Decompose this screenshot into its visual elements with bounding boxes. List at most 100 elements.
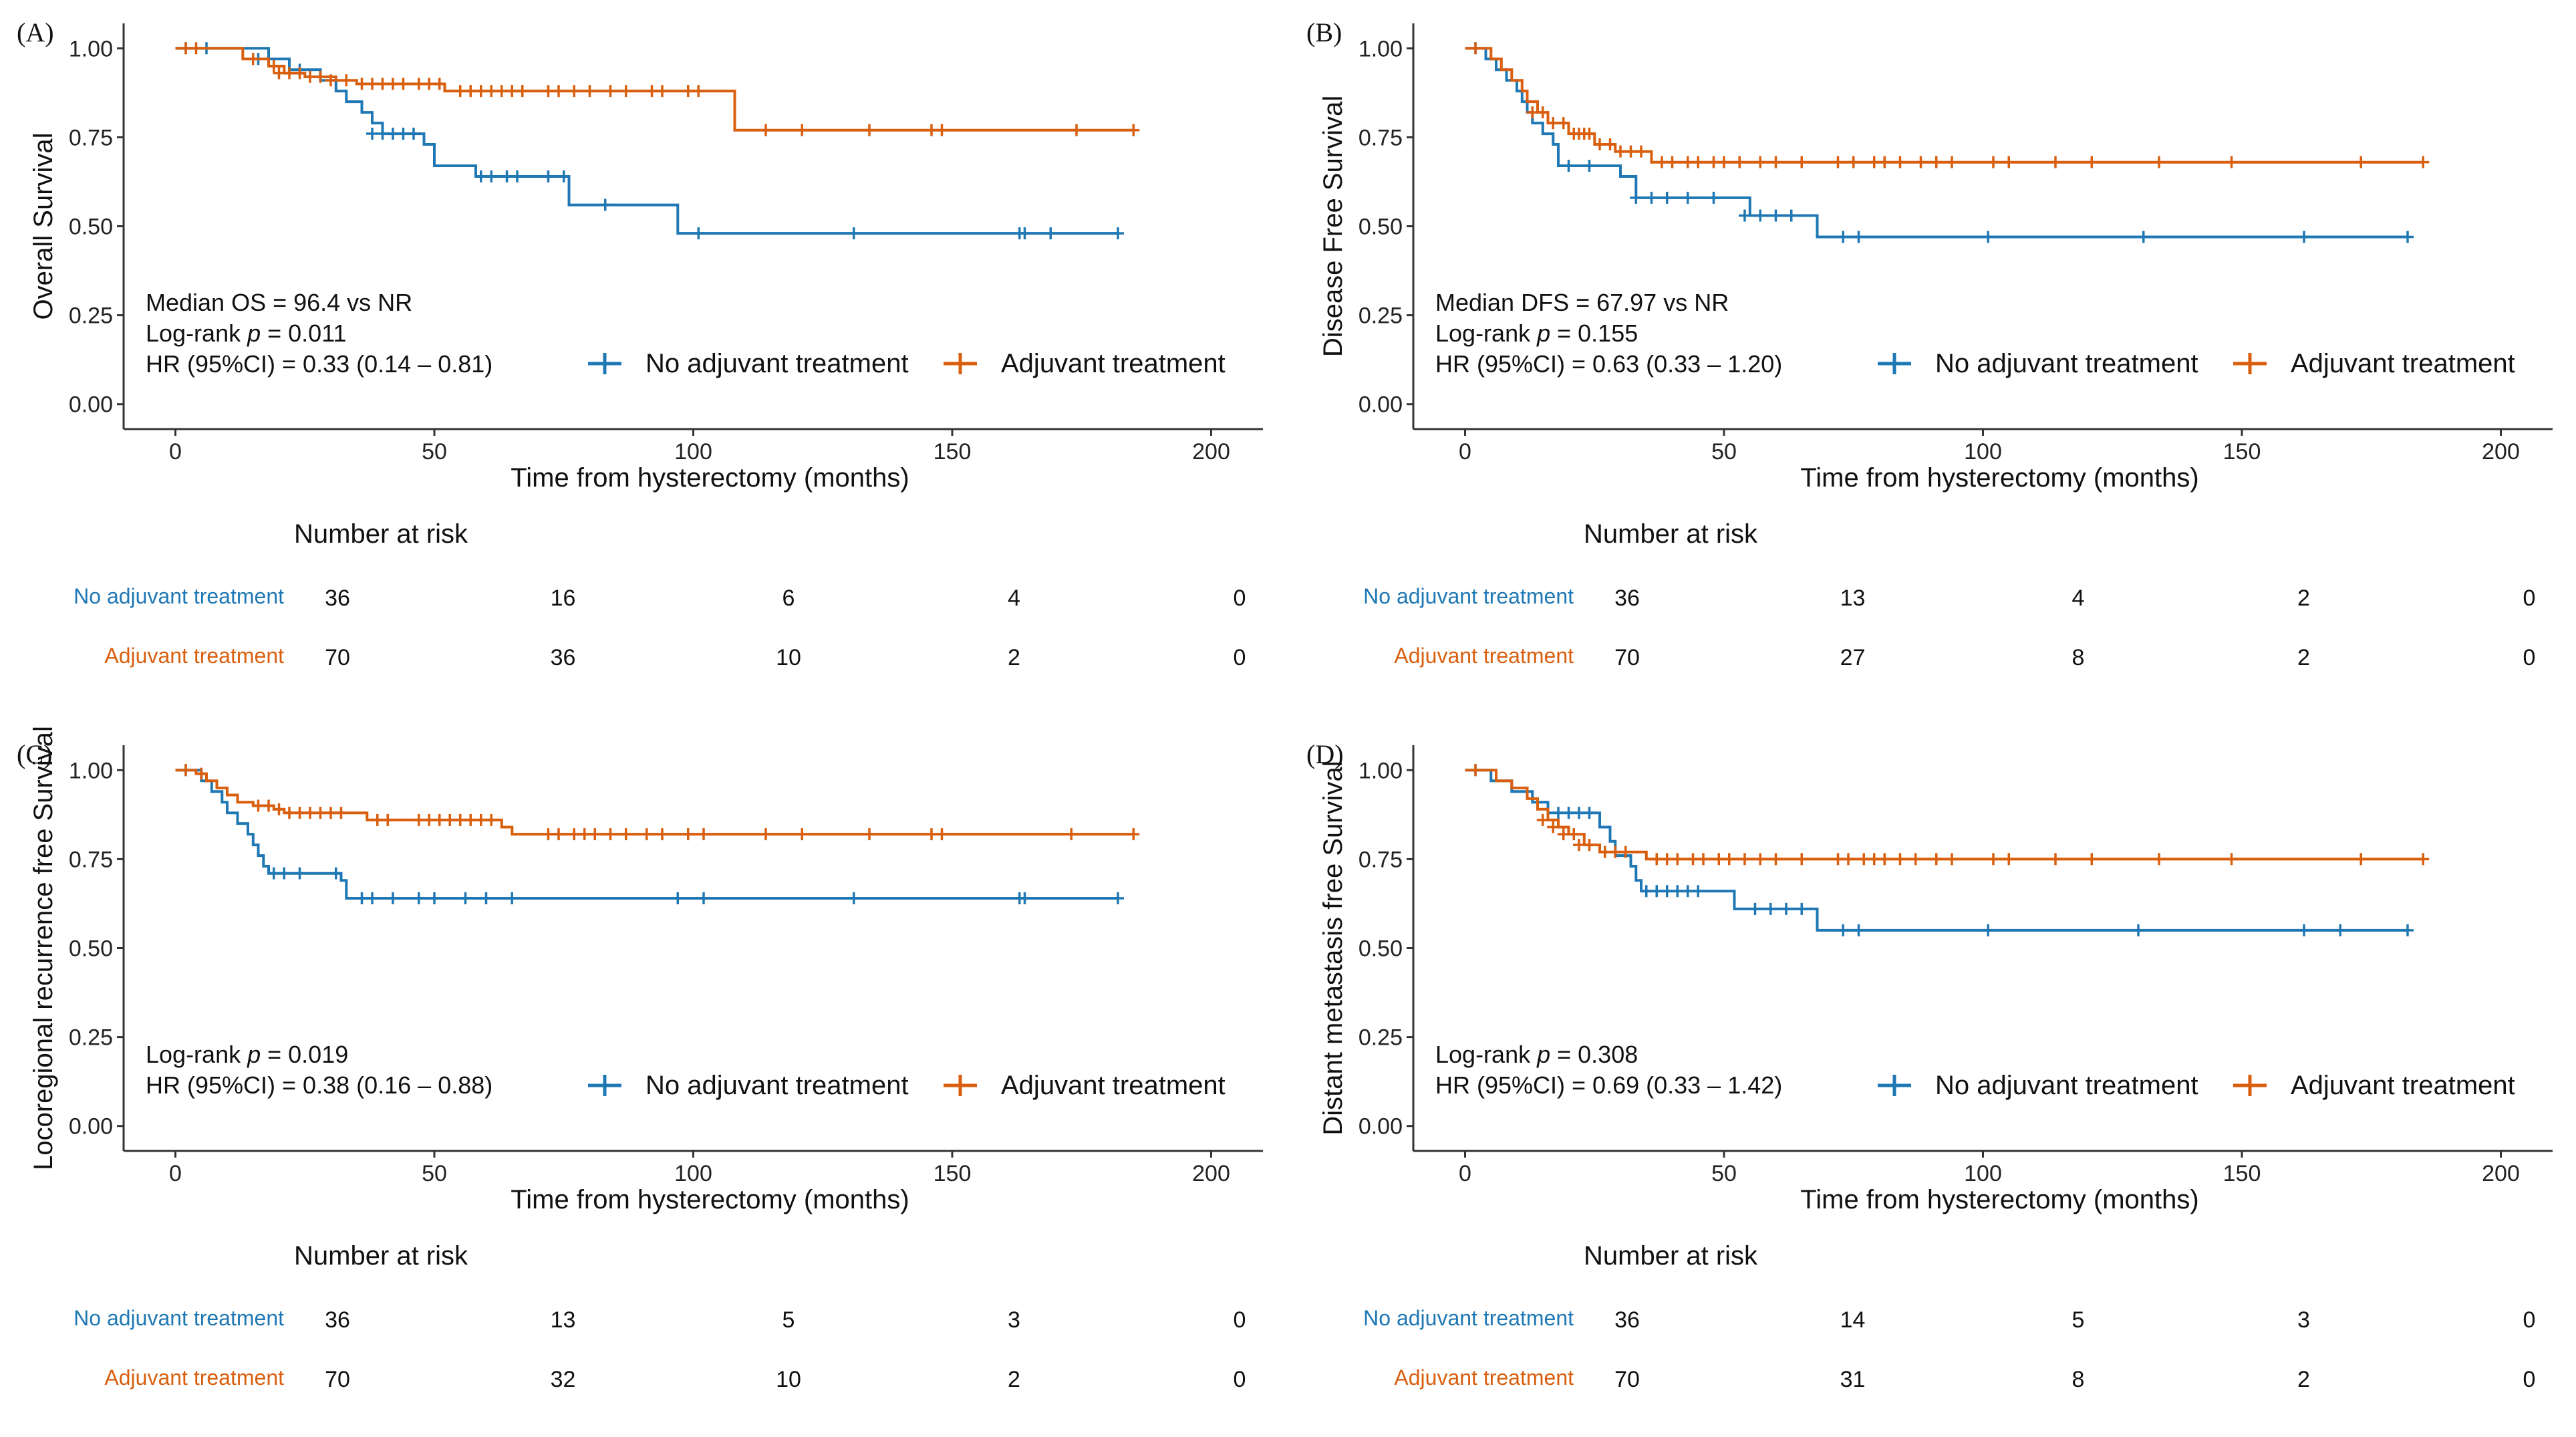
censor-mark xyxy=(423,78,436,90)
censor-mark xyxy=(1598,845,1611,858)
y-axis-label: Locoregional recurrence free Survival xyxy=(29,726,58,1170)
censor-mark xyxy=(485,170,498,182)
censor-mark xyxy=(1858,853,1870,866)
censor-mark xyxy=(646,85,658,98)
censor-mark xyxy=(1739,209,1751,222)
censor-mark xyxy=(692,227,705,240)
x-tick-label: 150 xyxy=(934,439,972,465)
censor-mark xyxy=(847,892,860,904)
censor-mark xyxy=(1878,853,1891,866)
censor-mark xyxy=(500,170,513,182)
censor-mark xyxy=(444,813,456,826)
x-tick-label: 200 xyxy=(2482,1161,2520,1186)
censor-mark xyxy=(495,85,508,98)
risk-table-title: Number at risk xyxy=(294,1241,468,1271)
censor-mark xyxy=(1681,885,1694,898)
risk-count: 8 xyxy=(2072,645,2085,670)
stats-annotation: Log-rank p = 0.155 xyxy=(1435,319,1638,347)
censor-mark xyxy=(1656,156,1668,168)
censor-mark xyxy=(1946,853,1958,866)
censor-mark xyxy=(304,70,316,83)
censor-mark xyxy=(1547,821,1560,833)
censor-mark xyxy=(1127,828,1140,841)
censor-mark xyxy=(847,227,860,240)
censor-mark xyxy=(542,828,555,841)
censor-mark xyxy=(2132,924,2144,936)
censor-mark xyxy=(371,813,384,826)
panel-d: (D) 0.00 0.25 0.50 0.75 1.00 0 50 100 150 200 Time … xyxy=(1290,722,2576,1433)
censor-mark xyxy=(936,124,948,136)
censor-mark xyxy=(1526,106,1539,119)
stats-annotation: HR (95%CI) = 0.63 (0.33 – 1.20) xyxy=(1435,350,1782,378)
censor-mark xyxy=(1661,191,1673,204)
legend-key-no-adjuvant xyxy=(588,353,621,374)
risk-count: 70 xyxy=(1614,1367,1640,1392)
censor-mark xyxy=(698,892,710,904)
risk-count: 0 xyxy=(2523,585,2536,611)
censor-mark xyxy=(1547,117,1560,130)
censor-mark xyxy=(1832,156,1844,168)
legend-key-adjuvant xyxy=(2233,1075,2267,1096)
panel-label: (C) xyxy=(17,739,52,769)
censor-mark xyxy=(376,78,389,90)
panel-c: (C) 0.00 0.25 0.50 0.75 1.00 0 50 100 150 200 Time … xyxy=(0,722,1286,1433)
censor-mark xyxy=(1894,156,1906,168)
censor-mark xyxy=(1619,845,1632,858)
x-tick-label: 200 xyxy=(1192,1161,1230,1186)
censor-mark xyxy=(335,807,347,819)
censor-mark xyxy=(397,78,410,90)
censor-mark xyxy=(382,813,394,826)
censor-mark xyxy=(1847,156,1860,168)
censor-mark xyxy=(619,85,632,98)
censor-mark xyxy=(656,828,668,841)
censor-mark xyxy=(474,170,487,182)
y-axis-label: Distant metastasis free Survival xyxy=(1318,761,1348,1135)
censor-mark xyxy=(325,807,337,819)
censor-mark xyxy=(1671,885,1684,898)
censor-mark xyxy=(1914,156,1927,168)
censor-mark xyxy=(433,813,446,826)
censor-mark xyxy=(2153,156,2165,168)
censor-mark xyxy=(1651,885,1663,898)
censor-mark xyxy=(1552,807,1564,819)
censor-mark xyxy=(180,764,192,777)
risk-table-title: Number at risk xyxy=(294,519,468,549)
y-tick-label: 0.50 xyxy=(1358,936,1403,962)
censor-mark xyxy=(314,807,327,819)
censor-mark xyxy=(604,85,617,98)
censor-mark xyxy=(1557,828,1570,841)
censor-mark xyxy=(267,867,280,880)
x-tick-label: 200 xyxy=(2482,439,2520,465)
censor-mark xyxy=(1852,924,1865,936)
risk-count: 0 xyxy=(2523,1307,2536,1333)
censor-mark xyxy=(2417,853,2430,866)
risk-count: 0 xyxy=(2523,645,2536,670)
censor-mark xyxy=(464,813,477,826)
censor-mark xyxy=(273,67,285,80)
censor-mark xyxy=(1681,191,1694,204)
risk-count: 2 xyxy=(1008,1367,1020,1392)
censor-mark xyxy=(263,799,275,812)
legend-key-no-adjuvant xyxy=(1878,1075,1911,1096)
panel-label: (D) xyxy=(1306,739,1344,769)
stats-annotation: HR (95%CI) = 0.38 (0.16 – 0.88) xyxy=(146,1071,492,1099)
censor-mark xyxy=(863,828,875,841)
censor-mark xyxy=(506,85,519,98)
stats-annotation: HR (95%CI) = 0.69 (0.33 – 1.42) xyxy=(1435,1071,1782,1099)
censor-mark xyxy=(511,170,523,182)
censor-mark xyxy=(2402,231,2414,243)
censor-mark xyxy=(376,128,389,140)
censor-mark xyxy=(589,828,601,841)
censor-mark xyxy=(1769,156,1782,168)
risk-count: 36 xyxy=(325,585,350,611)
x-tick-label: 200 xyxy=(1192,439,1230,465)
censor-mark xyxy=(1070,124,1083,136)
y-tick-label: 0.00 xyxy=(69,1114,113,1140)
panel-label: (A) xyxy=(17,17,54,47)
censor-mark xyxy=(2225,156,2238,168)
y-axis-label: Overall Survival xyxy=(29,132,58,319)
censor-mark xyxy=(682,85,694,98)
censor-mark xyxy=(1624,145,1637,158)
y-tick-label: 0.75 xyxy=(1358,125,1403,150)
stats-annotation: Median OS = 96.4 vs NR xyxy=(146,289,412,316)
